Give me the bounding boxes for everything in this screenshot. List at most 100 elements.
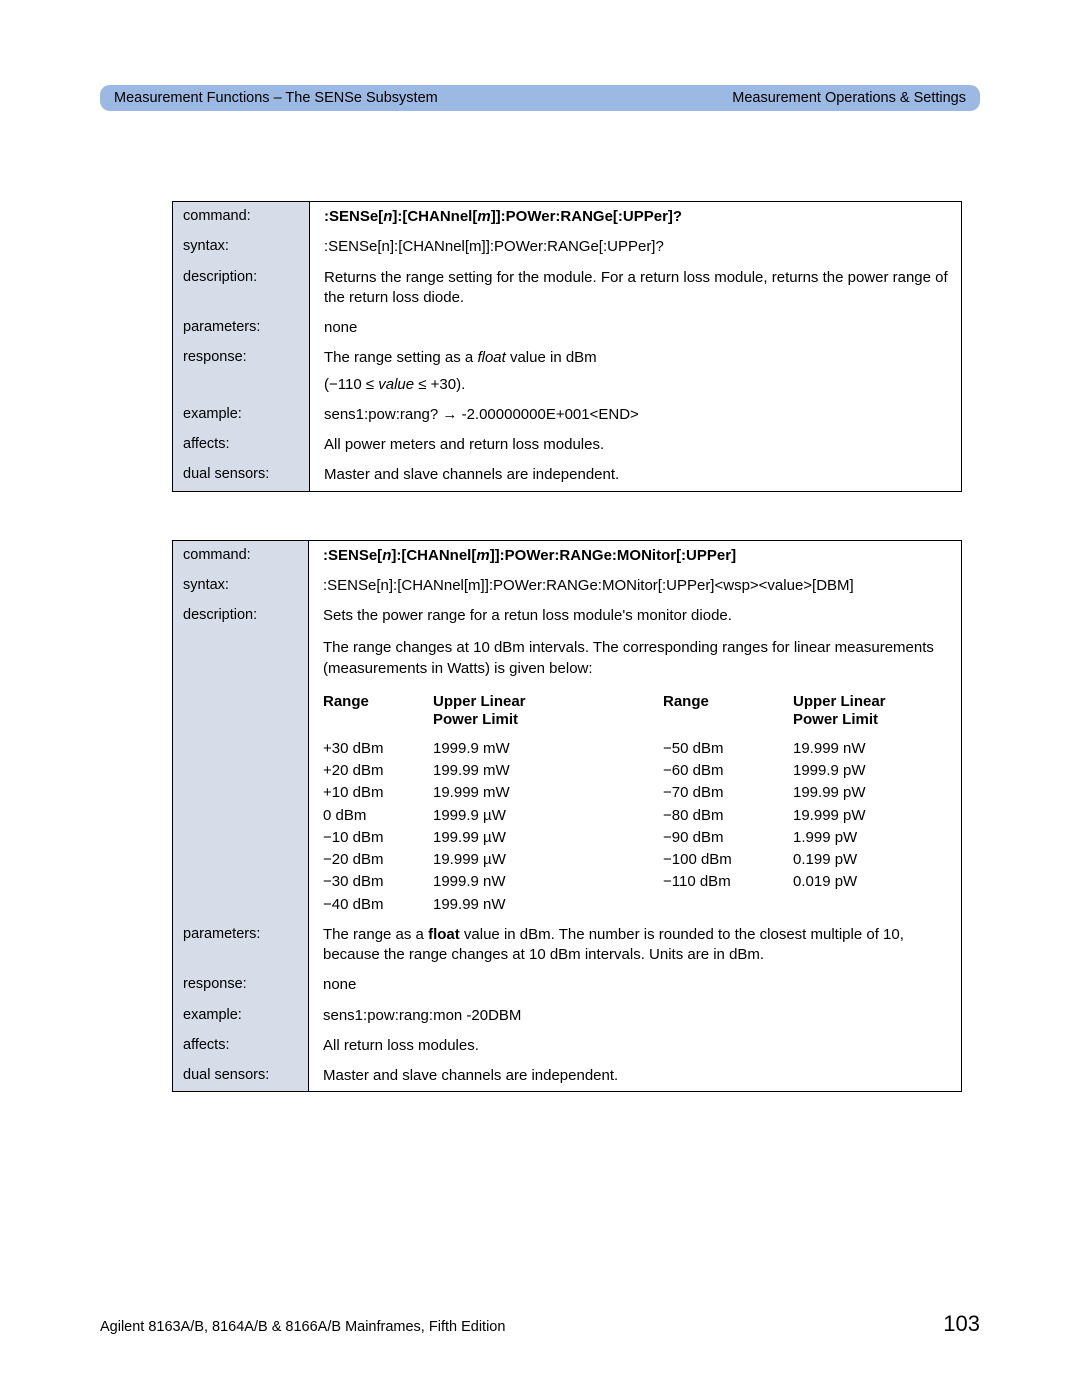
row-description: description: Returns the range setting f…: [173, 263, 962, 314]
value-response: The range setting as a float value in dB…: [310, 343, 962, 400]
power-right-empty: [793, 895, 953, 915]
range-right-1: −60 dBm: [663, 761, 793, 781]
power-left-7: 199.99 nW: [433, 895, 663, 915]
cmd-n: n: [382, 547, 391, 564]
cmd-mid: ]:[CHANnel[: [392, 208, 477, 225]
param-bold: float: [428, 926, 460, 943]
resp-range-post: ≤ +30).: [414, 376, 465, 393]
header-right-text: Measurement Operations & Settings: [732, 90, 966, 106]
value-parameters: none: [310, 313, 962, 343]
row-command: command: :SENSe[n]:[CHANnel[m]]:POWer:RA…: [173, 202, 962, 233]
hdr-range-left: Range: [323, 693, 433, 737]
row-syntax: syntax: :SENSe[n]:[CHANnel[m]]:POWer:RAN…: [173, 232, 962, 262]
command-table-2: command: :SENSe[n]:[CHANnel[m]]:POWer:RA…: [172, 540, 962, 1093]
hdr-range-right: Range: [663, 693, 793, 737]
range-left-0: +30 dBm: [323, 739, 433, 759]
value-description: Sets the power range for a retun loss mo…: [309, 601, 962, 920]
power-right-3: 19.999 pW: [793, 806, 953, 826]
row-affects: affects: All power meters and return los…: [173, 430, 962, 460]
value-syntax: :SENSe[n]:[CHANnel[m]]:POWer:RANGe[:UPPe…: [310, 232, 962, 262]
cmd-m: m: [476, 547, 489, 564]
range-left-6: −30 dBm: [323, 872, 433, 892]
label-dual-sensors: dual sensors:: [173, 460, 310, 491]
value-dual-sensors: Master and slave channels are independen…: [310, 460, 962, 491]
page: Measurement Functions – The SENSe Subsys…: [0, 0, 1080, 1397]
row-syntax: syntax: :SENSe[n]:[CHANnel[m]]:POWer:RAN…: [173, 571, 962, 601]
resp-range-ital: value: [378, 376, 414, 393]
label-description: description:: [173, 601, 309, 920]
label-example: example:: [173, 400, 310, 430]
row-dual-sensors: dual sensors: Master and slave channels …: [173, 1061, 962, 1092]
row-dual-sensors: dual sensors: Master and slave channels …: [173, 460, 962, 491]
desc-line2: The range changes at 10 dBm intervals. T…: [323, 638, 953, 679]
range-right-empty: [663, 895, 793, 915]
value-description: Returns the range setting for the module…: [310, 263, 962, 314]
value-command: :SENSe[n]:[CHANnel[m]]:POWer:RANGe:MONit…: [309, 540, 962, 571]
range-left-2: +10 dBm: [323, 783, 433, 803]
value-affects: All return loss modules.: [309, 1031, 962, 1061]
page-footer: Agilent 8163A/B, 8164A/B & 8166A/B Mainf…: [100, 1311, 980, 1337]
label-example: example:: [173, 1001, 309, 1031]
value-example: sens1:pow:rang? → -2.00000000E+001<END>: [310, 400, 962, 430]
range-right-5: −100 dBm: [663, 850, 793, 870]
range-left-5: −20 dBm: [323, 850, 433, 870]
section-header-bar: Measurement Functions – The SENSe Subsys…: [100, 85, 980, 111]
resp-ital: float: [477, 349, 505, 366]
power-right-2: 199.99 pW: [793, 783, 953, 803]
row-parameters: parameters: The range as a float value i…: [173, 920, 962, 971]
resp-range-pre: (−110 ≤: [324, 376, 378, 393]
value-syntax: :SENSe[n]:[CHANnel[m]]:POWer:RANGe:MONit…: [309, 571, 962, 601]
label-parameters: parameters:: [173, 920, 309, 971]
power-left-6: 1999.9 nW: [433, 872, 663, 892]
power-right-6: 0.019 pW: [793, 872, 953, 892]
hdr-upl-left: Upper LinearPower Limit: [433, 693, 663, 737]
power-left-0: 1999.9 mW: [433, 739, 663, 759]
label-affects: affects:: [173, 430, 310, 460]
label-dual-sensors: dual sensors:: [173, 1061, 309, 1092]
label-affects: affects:: [173, 1031, 309, 1061]
power-left-3: 1999.9 µW: [433, 806, 663, 826]
label-response: response:: [173, 343, 310, 400]
value-command: :SENSe[n]:[CHANnel[m]]:POWer:RANGe[:UPPe…: [310, 202, 962, 233]
label-command: command:: [173, 202, 310, 233]
hdr-upl-right: Upper LinearPower Limit: [793, 693, 953, 737]
power-right-5: 0.199 pW: [793, 850, 953, 870]
param-pre: The range as a: [323, 926, 428, 943]
row-example: example: sens1:pow:rang:mon -20DBM: [173, 1001, 962, 1031]
value-parameters: The range as a float value in dBm. The n…: [309, 920, 962, 971]
row-command: command: :SENSe[n]:[CHANnel[m]]:POWer:RA…: [173, 540, 962, 571]
row-response: response: none: [173, 970, 962, 1000]
range-left-3: 0 dBm: [323, 806, 433, 826]
power-right-4: 1.999 pW: [793, 828, 953, 848]
value-example: sens1:pow:rang:mon -20DBM: [309, 1001, 962, 1031]
label-syntax: syntax:: [173, 571, 309, 601]
cmd-m: m: [477, 208, 490, 225]
cmd-prefix: :SENSe[: [323, 547, 382, 564]
label-syntax: syntax:: [173, 232, 310, 262]
footer-text: Agilent 8163A/B, 8164A/B & 8166A/B Mainf…: [100, 1319, 505, 1335]
command-table-1: command: :SENSe[n]:[CHANnel[m]]:POWer:RA…: [172, 201, 962, 492]
range-right-6: −110 dBm: [663, 872, 793, 892]
range-right-0: −50 dBm: [663, 739, 793, 759]
power-left-5: 19.999 µW: [433, 850, 663, 870]
label-description: description:: [173, 263, 310, 314]
range-right-4: −90 dBm: [663, 828, 793, 848]
response-range-line: (−110 ≤ value ≤ +30).: [324, 375, 953, 395]
row-example: example: sens1:pow:rang? → -2.00000000E+…: [173, 400, 962, 430]
page-number: 103: [943, 1311, 980, 1337]
row-parameters: parameters: none: [173, 313, 962, 343]
cmd-prefix: :SENSe[: [324, 208, 383, 225]
resp-pre: The range setting as a: [324, 349, 477, 366]
power-left-4: 199.99 µW: [433, 828, 663, 848]
desc-line1: Sets the power range for a retun loss mo…: [323, 606, 953, 626]
row-response: response: The range setting as a float v…: [173, 343, 962, 400]
range-left-4: −10 dBm: [323, 828, 433, 848]
resp-post: value in dBm: [506, 349, 597, 366]
row-affects: affects: All return loss modules.: [173, 1031, 962, 1061]
label-command: command:: [173, 540, 309, 571]
range-power-table: Range Upper LinearPower Limit Range Uppe…: [323, 693, 953, 915]
value-response: none: [309, 970, 962, 1000]
range-left-1: +20 dBm: [323, 761, 433, 781]
range-right-2: −70 dBm: [663, 783, 793, 803]
power-right-0: 19.999 nW: [793, 739, 953, 759]
